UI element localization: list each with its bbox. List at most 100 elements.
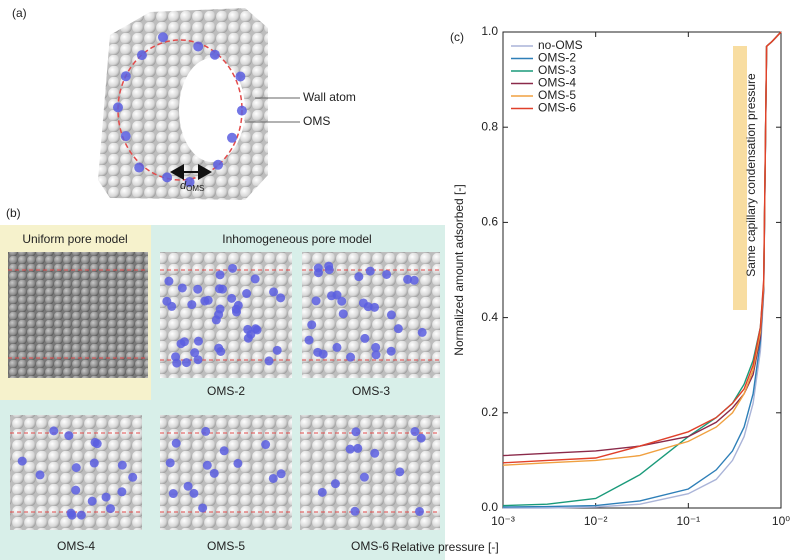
- oms-atom: [101, 492, 111, 502]
- chart: (c) Same capillary condensation pressure…: [391, 24, 790, 554]
- oms-atom: [410, 427, 420, 437]
- oms-atom: [177, 283, 187, 293]
- pore-hole: [179, 58, 245, 162]
- oms-atom: [168, 489, 178, 499]
- highlight-band: [733, 46, 747, 310]
- oms-atom: [176, 339, 186, 349]
- legend-label: no-OMS: [538, 38, 583, 52]
- model-label: OMS-5: [207, 539, 245, 553]
- oms-atom: [120, 131, 131, 142]
- oms-atom: [215, 304, 225, 314]
- oms-atom: [242, 289, 252, 299]
- oms-atom: [272, 345, 282, 355]
- oms-atom: [190, 348, 200, 358]
- x-tick-label: 10⁻²: [584, 514, 608, 528]
- oms-atom: [134, 162, 145, 173]
- oms-atom: [216, 346, 226, 356]
- annotation: OMS: [303, 114, 330, 128]
- pore-rendering: [160, 415, 292, 530]
- pore-rendering: [8, 252, 148, 378]
- oms-atom: [332, 342, 342, 352]
- oms-atom: [393, 324, 403, 334]
- panel-label: (c): [450, 30, 464, 44]
- plot-frame: [502, 31, 782, 509]
- pore-rendering: [10, 415, 142, 530]
- oms-atom: [181, 358, 191, 368]
- oms-atom: [382, 269, 392, 279]
- panel-label: (b): [6, 206, 21, 220]
- oms-atom: [330, 479, 340, 489]
- oms-atom: [215, 270, 225, 280]
- oms-atom: [345, 444, 355, 454]
- oms-atom: [120, 71, 131, 82]
- oms-atom: [346, 352, 356, 362]
- oms-atom: [307, 320, 317, 330]
- oms-atom: [227, 132, 238, 143]
- oms-atom: [317, 487, 327, 497]
- oms-atom: [157, 32, 168, 43]
- oms-atom: [193, 41, 204, 52]
- oms-atom: [164, 276, 174, 286]
- model-label: OMS-4: [57, 539, 95, 553]
- oms-atom: [261, 440, 271, 450]
- oms-atom: [415, 506, 425, 516]
- oms-atom: [403, 274, 413, 284]
- oms-atom: [250, 274, 260, 284]
- oms-atom: [233, 458, 243, 468]
- oms-atom: [354, 272, 364, 282]
- annotation: Wall atom: [303, 90, 356, 104]
- oms-atom: [359, 472, 369, 482]
- oms-atom: [117, 487, 127, 497]
- y-tick-label: 1.0: [481, 24, 498, 38]
- oms-atom: [17, 456, 27, 466]
- oms-atom: [236, 105, 247, 116]
- oms-atom: [370, 302, 380, 312]
- oms-atom: [337, 296, 347, 306]
- oms-renderings: OMS-2 OMS-3 OMS-4 OMS-5 OMS-6: [10, 252, 440, 553]
- oms-atom: [318, 349, 328, 359]
- annotation: Same capillary condensation pressure: [744, 73, 758, 277]
- y-tick-label: 0.8: [481, 119, 498, 133]
- oms-atom: [268, 473, 278, 483]
- oms-atom: [187, 300, 197, 310]
- oms-atom: [162, 172, 173, 183]
- oms-atom: [71, 463, 81, 473]
- panel-a: (a) dOMS Wall atom OMS: [12, 6, 356, 200]
- oms-atom: [386, 310, 396, 320]
- oms-atom: [371, 350, 381, 360]
- x-axis-label: Relative pressure [-]: [391, 540, 498, 554]
- oms-atom: [64, 431, 74, 441]
- oms-atom: [112, 102, 123, 113]
- model-label: OMS-3: [352, 384, 390, 398]
- oms-atom: [165, 458, 175, 468]
- oms-atom: [276, 469, 286, 479]
- oms-atom: [227, 293, 237, 303]
- oms-atom: [338, 309, 348, 319]
- y-tick-label: 0.6: [481, 215, 498, 229]
- oms-atom: [231, 307, 241, 317]
- oms-atom: [201, 426, 211, 436]
- oms-atom: [213, 159, 224, 170]
- oms-atom: [269, 287, 279, 297]
- oms-atoms: [112, 32, 247, 188]
- oms-atom: [276, 293, 286, 303]
- distance-label: dOMS: [180, 180, 204, 193]
- oms-atom: [193, 355, 203, 365]
- y-tick-label: 0.0: [481, 500, 498, 514]
- oms-atom: [370, 448, 380, 458]
- panel-label: (a): [12, 6, 27, 20]
- x-tick-label: 10⁻¹: [676, 514, 700, 528]
- oms-atom: [365, 266, 375, 276]
- oms-atom: [235, 71, 246, 82]
- oms-atom: [76, 510, 86, 520]
- oms-atom: [89, 458, 99, 468]
- oms-atom: [311, 296, 321, 306]
- oms-atom: [172, 358, 182, 368]
- oms-atom: [350, 506, 360, 516]
- oms-atom: [35, 470, 45, 480]
- oms-atom: [264, 356, 274, 366]
- oms-atom: [193, 284, 203, 294]
- oms-atom: [217, 284, 227, 294]
- oms-atom: [228, 263, 238, 273]
